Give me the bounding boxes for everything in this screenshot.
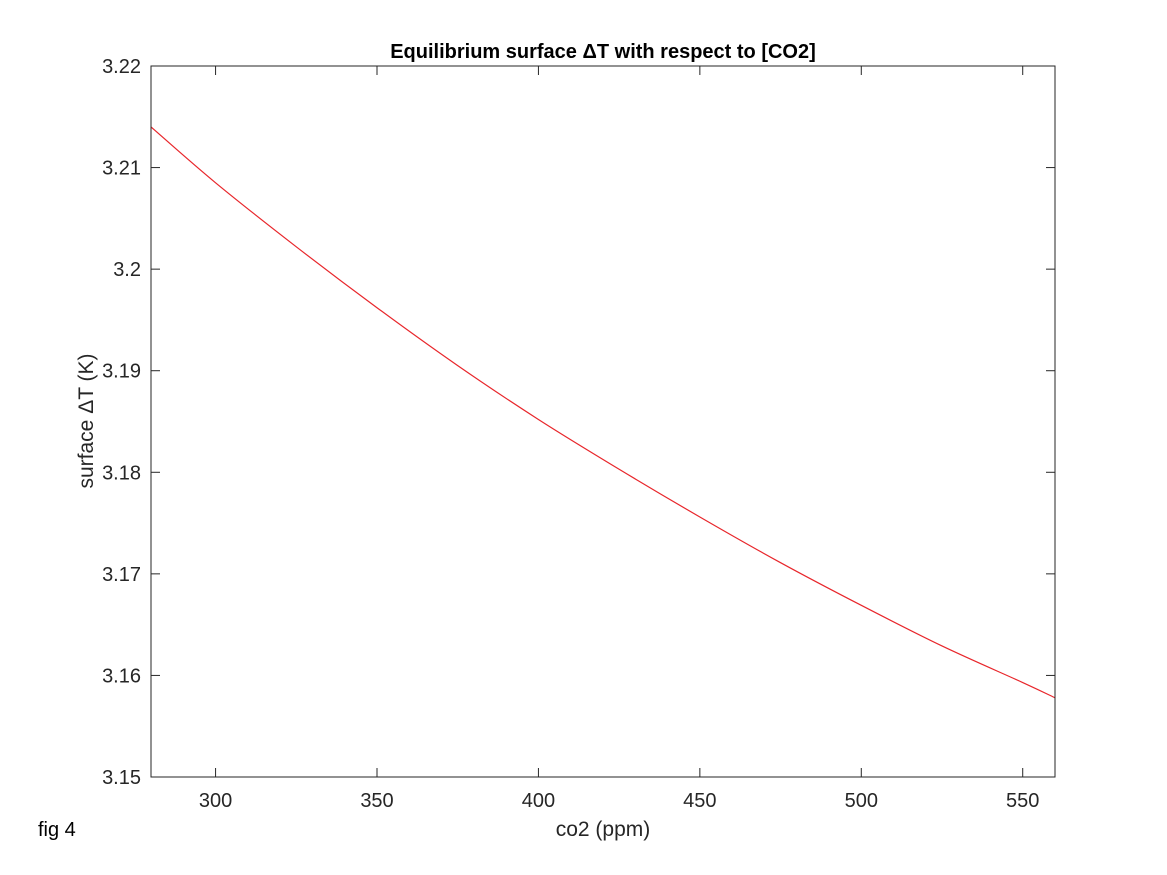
- x-axis-label: co2 (ppm): [556, 818, 651, 841]
- y-tick-label: 3.16: [102, 665, 141, 687]
- x-tick-label: 450: [683, 790, 716, 812]
- x-tick-label: 350: [360, 790, 393, 812]
- y-axis-label: surface ΔT (K): [75, 353, 98, 488]
- series-line: [150, 126, 1056, 699]
- x-tick-label: 550: [1006, 790, 1039, 812]
- x-tick-label: 300: [199, 790, 232, 812]
- x-tick-label: 400: [522, 790, 555, 812]
- y-tick-label: 3.22: [102, 56, 141, 78]
- y-tick-label: 3.21: [102, 158, 141, 180]
- y-tick-label: 3.18: [102, 462, 141, 484]
- axes-box: [150, 65, 1056, 778]
- plot-area: [151, 66, 1055, 777]
- chart-title: Equilibrium surface ΔT with respect to […: [390, 41, 816, 63]
- y-tick-label: 3.15: [102, 767, 141, 789]
- y-tick-label: 3.17: [102, 564, 141, 586]
- figure-note: fig 4: [38, 819, 76, 841]
- y-tick-label: 3.2: [113, 259, 141, 281]
- series-group: [150, 126, 1056, 699]
- ticks: 300 350 400 450 500 550 3.15 3.16 3.17 3.18 3.19 3.…: [102, 56, 1055, 812]
- x-tick-label: 500: [845, 790, 878, 812]
- y-tick-label: 3.19: [102, 361, 141, 383]
